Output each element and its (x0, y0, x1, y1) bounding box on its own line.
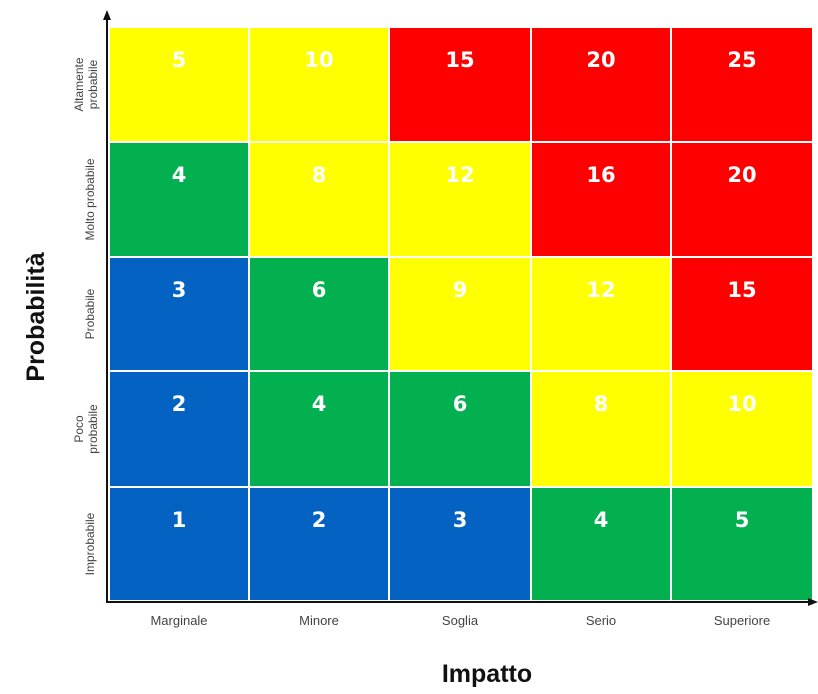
x-tick-label: Superiore (714, 613, 770, 628)
matrix-cell (390, 28, 530, 141)
cell-value-label: 16 (586, 163, 615, 187)
matrix-cell (532, 143, 670, 256)
matrix-cell (250, 372, 388, 486)
cell-value-label: 20 (586, 48, 615, 72)
cell-value-label: 6 (312, 278, 327, 302)
matrix-cell (250, 258, 388, 370)
y-axis-title: Probabilità (22, 252, 50, 381)
cell-value-label: 8 (312, 163, 327, 187)
x-tick-labels: Marginale Minore Soglia Serio Superiore (150, 613, 770, 628)
cell-value-label: 9 (453, 278, 468, 302)
y-tick-label: Molto probabile (83, 158, 97, 240)
cell-value-label: 4 (312, 392, 327, 416)
cell-value-label: 15 (445, 48, 474, 72)
matrix-cell (532, 372, 670, 486)
x-tick-label: Soglia (442, 613, 479, 628)
matrix-cell (110, 488, 248, 600)
cell-value-label: 4 (172, 163, 187, 187)
matrix-cells (110, 28, 812, 600)
matrix-cell (110, 28, 248, 141)
matrix-cell (110, 143, 248, 256)
matrix-cell (390, 372, 530, 486)
cell-value-label: 6 (453, 392, 468, 416)
matrix-cell (532, 488, 670, 600)
cell-value-label: 12 (586, 278, 615, 302)
cell-value-label: 10 (727, 392, 756, 416)
matrix-cell (390, 258, 530, 370)
x-axis-title: Impatto (442, 660, 532, 688)
matrix-cell (532, 258, 670, 370)
matrix-cell (250, 143, 388, 256)
cell-value-label: 10 (304, 48, 333, 72)
matrix-cell (390, 143, 530, 256)
y-tick-labels: Improbabile Pocoprobabile Probabile Molto p… (72, 57, 100, 575)
matrix-cell (672, 258, 812, 370)
matrix-cell (110, 372, 248, 486)
cell-value-label: 8 (594, 392, 609, 416)
cell-value-label: 12 (445, 163, 474, 187)
cell-value-label: 5 (735, 508, 750, 532)
matrix-cell (532, 28, 670, 141)
cell-value-label: 25 (727, 48, 756, 72)
cell-value-label: 20 (727, 163, 756, 187)
y-tick-label: Pocoprobabile (72, 404, 100, 454)
y-tick-label: Altamenteprobabile (72, 57, 100, 111)
y-tick-label: Probabile (83, 288, 97, 339)
matrix-cell (672, 28, 812, 141)
matrix-cell (390, 488, 530, 600)
matrix-cell-labels: 1 2 3 4 52 4 6 8 103 6 9 12 154 8 12 16 205 10 15 20 25 (172, 48, 757, 532)
y-tick-label: Improbabile (83, 512, 97, 575)
axes (103, 10, 818, 606)
cell-value-label: 2 (312, 508, 327, 532)
cell-value-label: 2 (172, 392, 187, 416)
y-axis-arrow (103, 10, 111, 20)
cell-value-label: 15 (727, 278, 756, 302)
x-tick-label: Minore (299, 613, 339, 628)
cell-value-label: 3 (453, 508, 468, 532)
x-tick-label: Marginale (150, 613, 207, 628)
matrix-cell (250, 28, 388, 141)
x-tick-label: Serio (586, 613, 616, 628)
matrix-cell (250, 488, 388, 600)
cell-value-label: 3 (172, 278, 187, 302)
cell-value-label: 1 (172, 508, 187, 532)
x-axis-arrow (808, 598, 818, 606)
cell-value-label: 5 (172, 48, 187, 72)
matrix-cell (672, 143, 812, 256)
cell-value-label: 4 (594, 508, 609, 532)
matrix-cell (672, 372, 812, 486)
matrix-cell (672, 488, 812, 600)
matrix-cell (110, 258, 248, 370)
